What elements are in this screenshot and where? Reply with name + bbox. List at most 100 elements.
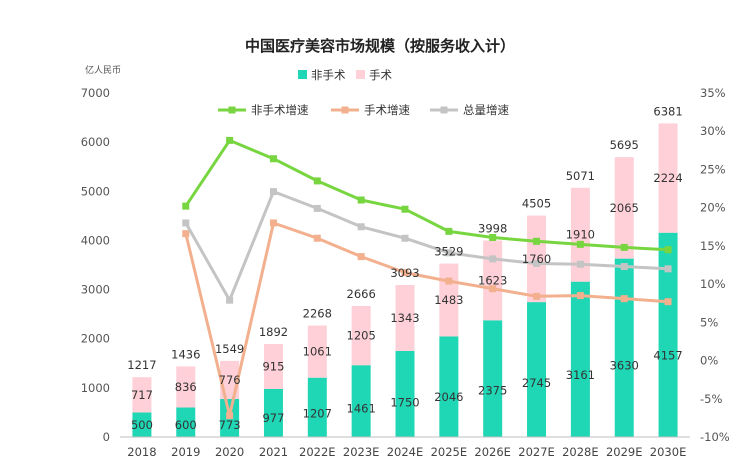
y2-tick-label: 20% bbox=[700, 201, 726, 215]
y-tick-label: 6000 bbox=[81, 135, 110, 149]
label-surgical: 717 bbox=[131, 388, 153, 402]
bar-nonsurgical bbox=[527, 302, 547, 437]
growth-marker bbox=[620, 295, 628, 303]
label-surgical: 1205 bbox=[347, 329, 376, 343]
bar-nonsurgical bbox=[395, 351, 415, 437]
legend-label-nonsurgical: 非手术 bbox=[311, 68, 346, 82]
x-tick-label: 2021 bbox=[259, 445, 288, 459]
x-tick-label: 2030E bbox=[650, 445, 687, 459]
x-tick-label: 2019 bbox=[171, 445, 200, 459]
growth-marker bbox=[269, 188, 277, 196]
growth-marker bbox=[533, 292, 541, 300]
bar-surgical bbox=[395, 285, 415, 351]
growth-marker bbox=[182, 202, 190, 210]
label-total: 3998 bbox=[478, 222, 507, 236]
growth-marker bbox=[489, 285, 497, 293]
bar-surgical bbox=[527, 215, 547, 303]
growth-marker bbox=[401, 269, 409, 277]
bar-nonsurgical bbox=[614, 258, 634, 437]
bar-nonsurgical bbox=[176, 407, 196, 437]
label-total: 5071 bbox=[566, 169, 595, 183]
growth-marker bbox=[401, 234, 409, 242]
label-total: 6381 bbox=[653, 104, 682, 118]
growth-marker bbox=[357, 253, 365, 261]
x-tick-label: 2026E bbox=[474, 445, 511, 459]
growth-marker bbox=[664, 246, 672, 254]
y2-tick-label: -5% bbox=[700, 392, 722, 406]
y-tick-label: 3000 bbox=[81, 283, 110, 297]
bar-nonsurgical bbox=[658, 232, 678, 437]
x-tick-label: 2023E bbox=[343, 445, 380, 459]
bar-surgical bbox=[614, 157, 634, 259]
label-total: 5695 bbox=[610, 138, 639, 152]
legend-line-label: 总量增速 bbox=[463, 103, 509, 117]
growth-marker bbox=[357, 223, 365, 231]
growth-marker bbox=[620, 263, 628, 271]
legend-swatch-nonsurgical bbox=[298, 70, 307, 79]
legend-swatch-surgical bbox=[356, 70, 365, 79]
line-layer bbox=[182, 136, 672, 420]
label-surgical: 776 bbox=[219, 373, 241, 387]
y2-tick-label: -10% bbox=[700, 430, 730, 444]
y-tick-label: 2000 bbox=[81, 332, 110, 346]
data-label-layer: 500 717 1217 600 836 1436 773 776 1549 977 915 1892… bbox=[127, 104, 682, 432]
growth-line-2 bbox=[184, 190, 669, 302]
label-total: 1892 bbox=[259, 325, 288, 339]
growth-marker bbox=[576, 260, 584, 268]
label-surgical: 1910 bbox=[566, 228, 595, 242]
label-nonsurgical: 600 bbox=[175, 418, 197, 432]
y-tick-label: 0 bbox=[103, 430, 110, 444]
growth-marker bbox=[269, 155, 277, 163]
growth-marker bbox=[182, 230, 190, 238]
label-total: 1549 bbox=[215, 342, 244, 356]
y2-tick-label: 25% bbox=[700, 162, 726, 176]
growth-marker bbox=[576, 240, 584, 248]
x-tick-label: 2022E bbox=[299, 445, 336, 459]
x-tick-label: 2027E bbox=[518, 445, 555, 459]
y-tick-label: 7000 bbox=[81, 86, 110, 100]
bar-layer bbox=[132, 123, 678, 437]
bar-nonsurgical bbox=[351, 365, 371, 437]
label-surgical: 1483 bbox=[434, 293, 463, 307]
x-tick-label: 2018 bbox=[127, 445, 156, 459]
label-total: 2268 bbox=[303, 307, 332, 321]
label-nonsurgical: 977 bbox=[262, 411, 284, 425]
label-total: 1217 bbox=[127, 358, 156, 372]
label-nonsurgical: 2046 bbox=[434, 390, 463, 404]
bar-surgical bbox=[570, 187, 590, 282]
growth-marker bbox=[357, 196, 365, 204]
y2-tick-label: 0% bbox=[700, 354, 718, 368]
label-total: 3529 bbox=[434, 245, 463, 259]
bar-surgical bbox=[263, 344, 283, 389]
growth-marker bbox=[313, 177, 321, 185]
y-tick-label: 5000 bbox=[81, 184, 110, 198]
growth-marker bbox=[313, 204, 321, 212]
label-nonsurgical: 2375 bbox=[478, 383, 507, 397]
y2-tick-label: 10% bbox=[700, 277, 726, 291]
label-total: 1436 bbox=[171, 347, 200, 361]
label-surgical: 2224 bbox=[653, 171, 682, 185]
bar-nonsurgical bbox=[483, 320, 503, 437]
label-surgical: 1623 bbox=[478, 273, 507, 287]
bar-surgical bbox=[132, 377, 152, 413]
y-axis-unit-label: 亿人民币 bbox=[85, 64, 121, 76]
legend-line-label: 非手术增速 bbox=[251, 103, 309, 117]
axes: 0 1000 2000 3000 4000 5000 6000 7000 -10% -5% 0% 5%… bbox=[81, 86, 730, 459]
y2-tick-label: 5% bbox=[700, 315, 718, 329]
growth-line-1 bbox=[184, 221, 669, 418]
bar-surgical bbox=[658, 123, 678, 233]
legend-line-marker bbox=[341, 106, 349, 114]
growth-marker bbox=[445, 227, 453, 235]
growth-marker bbox=[664, 265, 672, 273]
label-nonsurgical: 1207 bbox=[303, 406, 332, 420]
legend-line-marker bbox=[228, 106, 236, 114]
label-nonsurgical: 1461 bbox=[347, 401, 376, 415]
bar-nonsurgical bbox=[439, 336, 459, 437]
legend-line-marker bbox=[440, 106, 448, 114]
growth-marker bbox=[533, 259, 541, 267]
label-nonsurgical: 3161 bbox=[566, 368, 595, 382]
growth-marker bbox=[445, 277, 453, 285]
growth-line-0 bbox=[184, 138, 669, 252]
